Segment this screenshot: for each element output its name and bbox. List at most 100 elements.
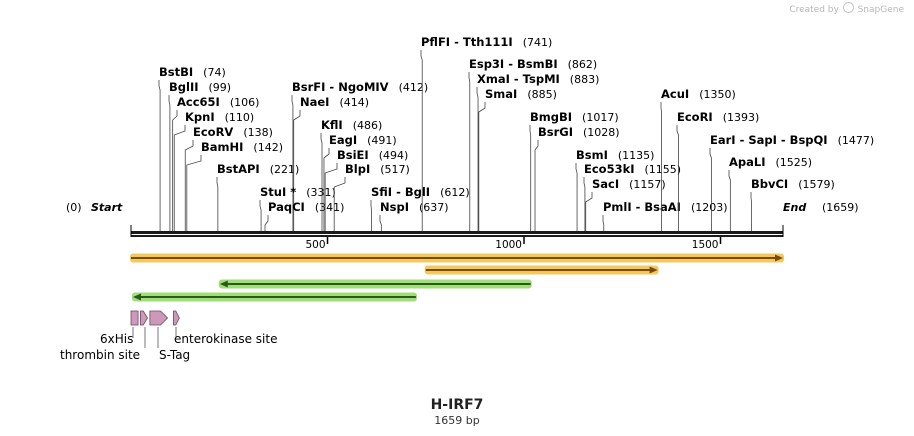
restriction-site-label: BsrGI (1028) [538,125,620,139]
site-name: Acc65I [177,95,220,109]
site-position: (612) [440,186,470,199]
feature-arrow [173,310,180,326]
site-position: (1155) [645,163,682,176]
site-name: PmlI - BsaAI [603,200,681,214]
site-name: BsrGI [538,125,573,139]
start-position-label: (0) [66,201,82,214]
restriction-site-label: NaeI (414) [300,95,369,109]
restriction-site-label: BmgBI (1017) [530,110,619,124]
restriction-site-label: Acc65I (106) [177,95,259,109]
site-name: BmgBI [530,110,572,124]
restriction-site-label: PflFI - Tth111I (741) [421,35,552,49]
feature-label: enterokinase site [174,332,277,346]
restriction-site-label: BsrFI - NgoMIV (412) [292,80,428,94]
site-position: (517) [380,163,410,176]
site-position: (110) [225,111,255,124]
site-position: (1017) [582,111,619,124]
site-position: (741) [523,36,553,49]
site-leader-line [320,133,323,231]
site-name: BamHI [201,140,243,154]
ruler-tick-label: 1500 [692,239,719,251]
site-leader-line [709,148,712,231]
restriction-site-label: SacI (1157) [592,177,666,191]
restriction-site-label: KpnI (110) [185,110,254,124]
site-leader-line [184,140,194,231]
site-leader-line [173,125,186,231]
feature-label: S-Tag [159,348,190,362]
restriction-site-label: KflI (486) [321,118,382,132]
site-name: PaqCI [268,200,305,214]
feature-label: 6xHis [100,332,133,346]
site-name: BsmI [576,148,608,162]
site-name: Eco53kI [584,162,635,176]
site-leader-line [379,215,382,231]
restriction-site-label: BlpI (517) [345,162,410,176]
site-position: (1477) [838,134,875,147]
site-leader-line [420,50,423,231]
site-leader-line [158,80,161,231]
ruler-tick-label: 500 [305,239,325,251]
snapgene-logo-icon [842,2,854,13]
start-label: Start [91,201,123,214]
site-leader-line [291,95,294,231]
site-position: (486) [353,119,383,132]
site-leader-line [476,87,479,231]
backbone-top-strand [131,231,783,234]
site-name: NspI [380,200,409,214]
restriction-site-label: ApaLI (1525) [729,155,812,169]
site-name: BstBI [159,65,193,79]
site-name: BsrFI - NgoMIV [292,80,389,94]
site-position: (99) [209,81,232,94]
feature-arrow [140,310,148,326]
orf-arrowhead [649,266,658,274]
site-position: (1350) [699,88,736,101]
restriction-site-label: StuI * (331) [260,185,336,199]
site-name: BlpI [345,162,370,176]
site-position: (142) [253,141,283,154]
site-leader-line [478,102,486,231]
site-leader-line [468,72,471,231]
site-position: (221) [270,163,300,176]
site-name: KflI [321,118,343,132]
restriction-site-label: AcuI (1350) [661,87,736,101]
site-leader-line [370,200,372,231]
site-leader-line [168,95,171,231]
site-name: BsiEI [337,148,369,162]
site-name: NaeI [300,95,329,109]
site-leader-line [583,177,586,231]
site-name: Esp3I - BsmBI [469,57,558,71]
restriction-site-label: Eco53kI (1155) [584,162,681,176]
site-position: (331) [306,186,336,199]
feature-box [130,310,139,326]
site-position: (1135) [618,149,655,162]
site-name: StuI * [260,185,296,199]
restriction-site-label: BglII (99) [169,80,231,94]
site-leader-line [728,170,731,231]
feature-label: thrombin site [60,348,140,362]
site-position: (138) [243,126,273,139]
site-name: XmaI - TspMI [477,72,560,86]
site-leader-line [293,110,301,231]
site-name: EcoRI [677,110,713,124]
site-position: (885) [527,88,557,101]
site-position: (74) [203,66,226,79]
orf-arrowhead [219,280,228,288]
site-leader-line [602,215,605,231]
restriction-site-label: EcoRV (138) [193,125,273,139]
site-leader-line [676,125,679,231]
restriction-site-label: XmaI - TspMI (883) [477,72,599,86]
site-position: (106) [230,96,260,109]
site-name: EagI [329,133,357,147]
site-leader-line [323,148,330,231]
plasmid-name: H-IRF7 [430,397,484,413]
site-leader-line [216,177,219,231]
site-leader-line [534,140,539,231]
site-position: (412) [399,81,429,94]
site-position: (1579) [798,178,835,191]
end-label: End [783,201,806,214]
site-position: (341) [315,201,345,214]
site-name: AcuI [661,87,689,101]
site-position: (1028) [583,126,620,139]
site-position: (1157) [629,178,666,191]
plasmid-length: 1659 bp [434,414,480,427]
